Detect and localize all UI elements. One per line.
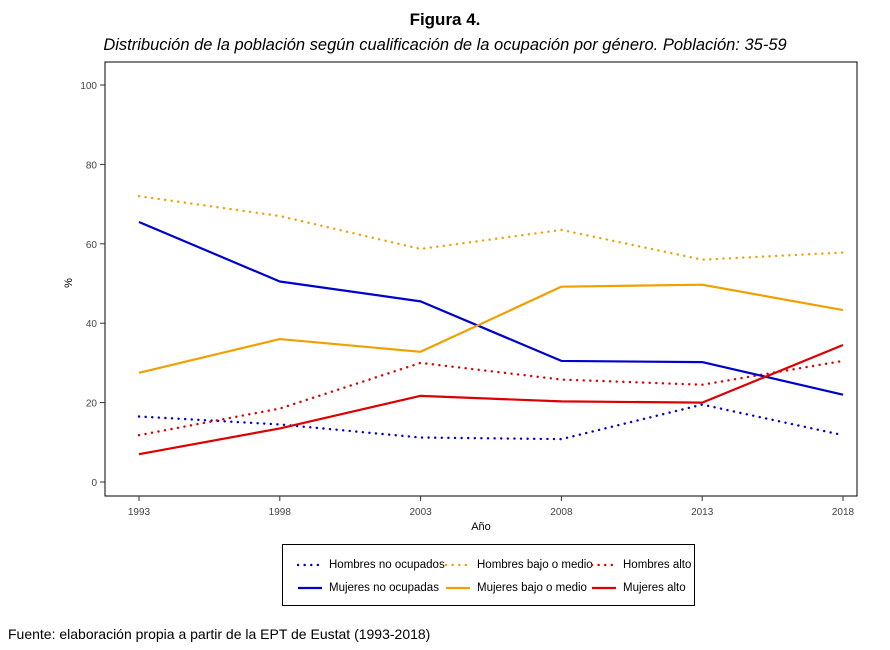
x-tick-label: 1993 — [128, 507, 151, 518]
legend-item-mujeres-alto: Mujeres alto — [591, 578, 686, 598]
series-line-mujeres-bajo-o-medio — [138, 283, 844, 374]
legend-item-hombres-alto: Hombres alto — [591, 555, 691, 575]
x-tick-label: 2008 — [550, 507, 573, 518]
legend-item-hombres-no-ocupados: Hombres no ocupados — [297, 555, 445, 575]
y-tick-label: 0 — [91, 478, 97, 489]
series-line-hombres-bajo-o-medio — [137, 194, 845, 261]
y-tick-label: 60 — [86, 240, 98, 251]
series-line-mujeres-no-ocupadas — [138, 220, 844, 396]
chart-legend: Hombres no ocupados Mujeres no ocupadas … — [282, 544, 695, 606]
legend-item-mujeres-no-ocupadas: Mujeres no ocupadas — [297, 578, 439, 598]
x-tick-label: 2018 — [832, 507, 855, 518]
series-line-hombres-alto — [137, 359, 845, 437]
x-tick-label: 2003 — [409, 507, 432, 518]
legend-label: Hombres alto — [623, 559, 692, 571]
x-axis-ticks: 1993 1998 2003 2008 2013 2018 — [128, 496, 855, 518]
figure-number: Figura 4. — [409, 10, 481, 29]
y-tick-label: 40 — [86, 319, 98, 330]
legend-swatch — [591, 563, 617, 567]
source-note: Fuente: elaboración propia a partir de l… — [8, 626, 431, 642]
legend-swatch — [445, 563, 471, 567]
y-tick-label: 100 — [80, 81, 97, 92]
legend-label: Mujeres alto — [623, 582, 686, 594]
y-axis-label: % — [63, 278, 75, 288]
legend-label: Hombres bajo o medio — [477, 559, 593, 571]
legend-label: Mujeres no ocupadas — [329, 582, 439, 594]
x-tick-label: 2013 — [691, 507, 714, 518]
x-tick-label: 1998 — [269, 507, 292, 518]
y-tick-label: 20 — [86, 399, 98, 410]
legend-swatch — [592, 586, 616, 590]
legend-swatch — [297, 563, 323, 567]
legend-label: Mujeres bajo o medio — [477, 582, 587, 594]
legend-item-hombres-bajo-o-medio: Hombres bajo o medio — [445, 555, 593, 575]
legend-swatch — [298, 586, 322, 590]
legend-swatch — [446, 586, 470, 590]
y-axis-ticks: 0 20 40 60 80 100 — [80, 81, 105, 489]
legend-label: Hombres no ocupados — [329, 559, 445, 571]
plot-panel — [104, 61, 858, 497]
series-line-mujeres-alto — [138, 344, 844, 456]
series-layer — [137, 194, 845, 456]
legend-item-mujeres-bajo-o-medio: Mujeres bajo o medio — [445, 578, 587, 598]
y-tick-label: 80 — [86, 160, 98, 171]
figure-title: Distribución de la población según cuali… — [103, 36, 787, 54]
x-axis-label: Año — [471, 521, 491, 533]
